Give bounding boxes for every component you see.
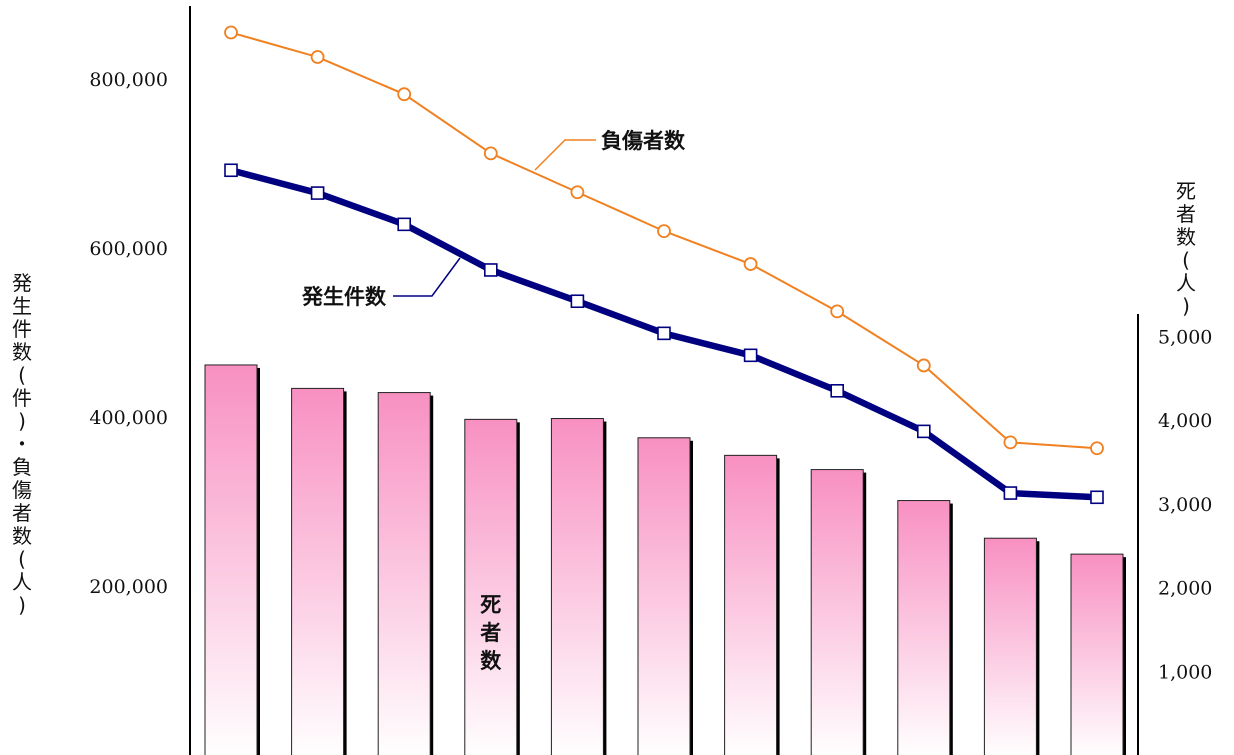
bar	[204, 364, 258, 755]
right-tick-label: 5,000	[1158, 327, 1212, 349]
bar	[291, 387, 345, 755]
point	[657, 326, 671, 341]
series-label-deaths: 死者数	[480, 593, 502, 673]
point	[830, 304, 845, 319]
point	[1003, 486, 1018, 500]
point	[310, 50, 325, 64]
bar	[1070, 553, 1124, 755]
point	[570, 185, 585, 200]
bar	[377, 392, 431, 755]
point	[743, 348, 758, 363]
leader-line	[534, 139, 596, 171]
bars	[204, 364, 1126, 755]
point	[224, 163, 238, 178]
bar	[810, 469, 864, 755]
point	[830, 384, 845, 398]
right-axis-title: 死者数(人)	[1176, 179, 1196, 318]
left-ticks: 200,000 400,000 600,000 800,000	[89, 69, 168, 598]
point	[483, 146, 498, 161]
right-axis-label: 死者数(人)	[1176, 179, 1196, 318]
point	[483, 263, 498, 277]
left-tick-label: 400,000	[89, 407, 168, 429]
point	[1090, 441, 1104, 456]
point	[1003, 435, 1018, 450]
right-tick-label: 3,000	[1158, 494, 1212, 516]
series-label-cases: 発生件数	[301, 285, 387, 309]
series-line	[230, 31, 1098, 450]
series-label-injuries: 負傷者数	[601, 129, 686, 153]
bar	[464, 418, 518, 755]
point	[310, 186, 325, 200]
leader-line	[393, 257, 461, 297]
left-axis-label: 発生件数(件)・負傷者数(人)	[12, 271, 32, 617]
bar	[637, 437, 691, 755]
right-ticks: 1,000 2,000 3,000 4,000 5,000	[1158, 327, 1212, 684]
point	[916, 424, 931, 439]
point	[916, 358, 931, 373]
left-tick-label: 200,000	[89, 576, 168, 598]
point	[397, 217, 412, 232]
left-axis-title: 発生件数(件)・負傷者数(人)	[12, 271, 32, 617]
point	[397, 87, 412, 102]
right-tick-label: 4,000	[1158, 410, 1212, 432]
point	[224, 25, 238, 40]
left-tick-label: 600,000	[89, 238, 168, 260]
point	[657, 224, 671, 239]
point	[570, 294, 585, 309]
lines	[224, 25, 1104, 505]
bar	[983, 537, 1037, 755]
point	[1090, 490, 1104, 505]
right-tick-label: 1,000	[1158, 661, 1212, 683]
bar	[897, 500, 951, 755]
left-tick-label: 800,000	[89, 69, 168, 91]
point	[743, 257, 758, 271]
bar	[550, 418, 604, 755]
bar	[724, 454, 778, 755]
right-tick-label: 2,000	[1158, 578, 1212, 600]
